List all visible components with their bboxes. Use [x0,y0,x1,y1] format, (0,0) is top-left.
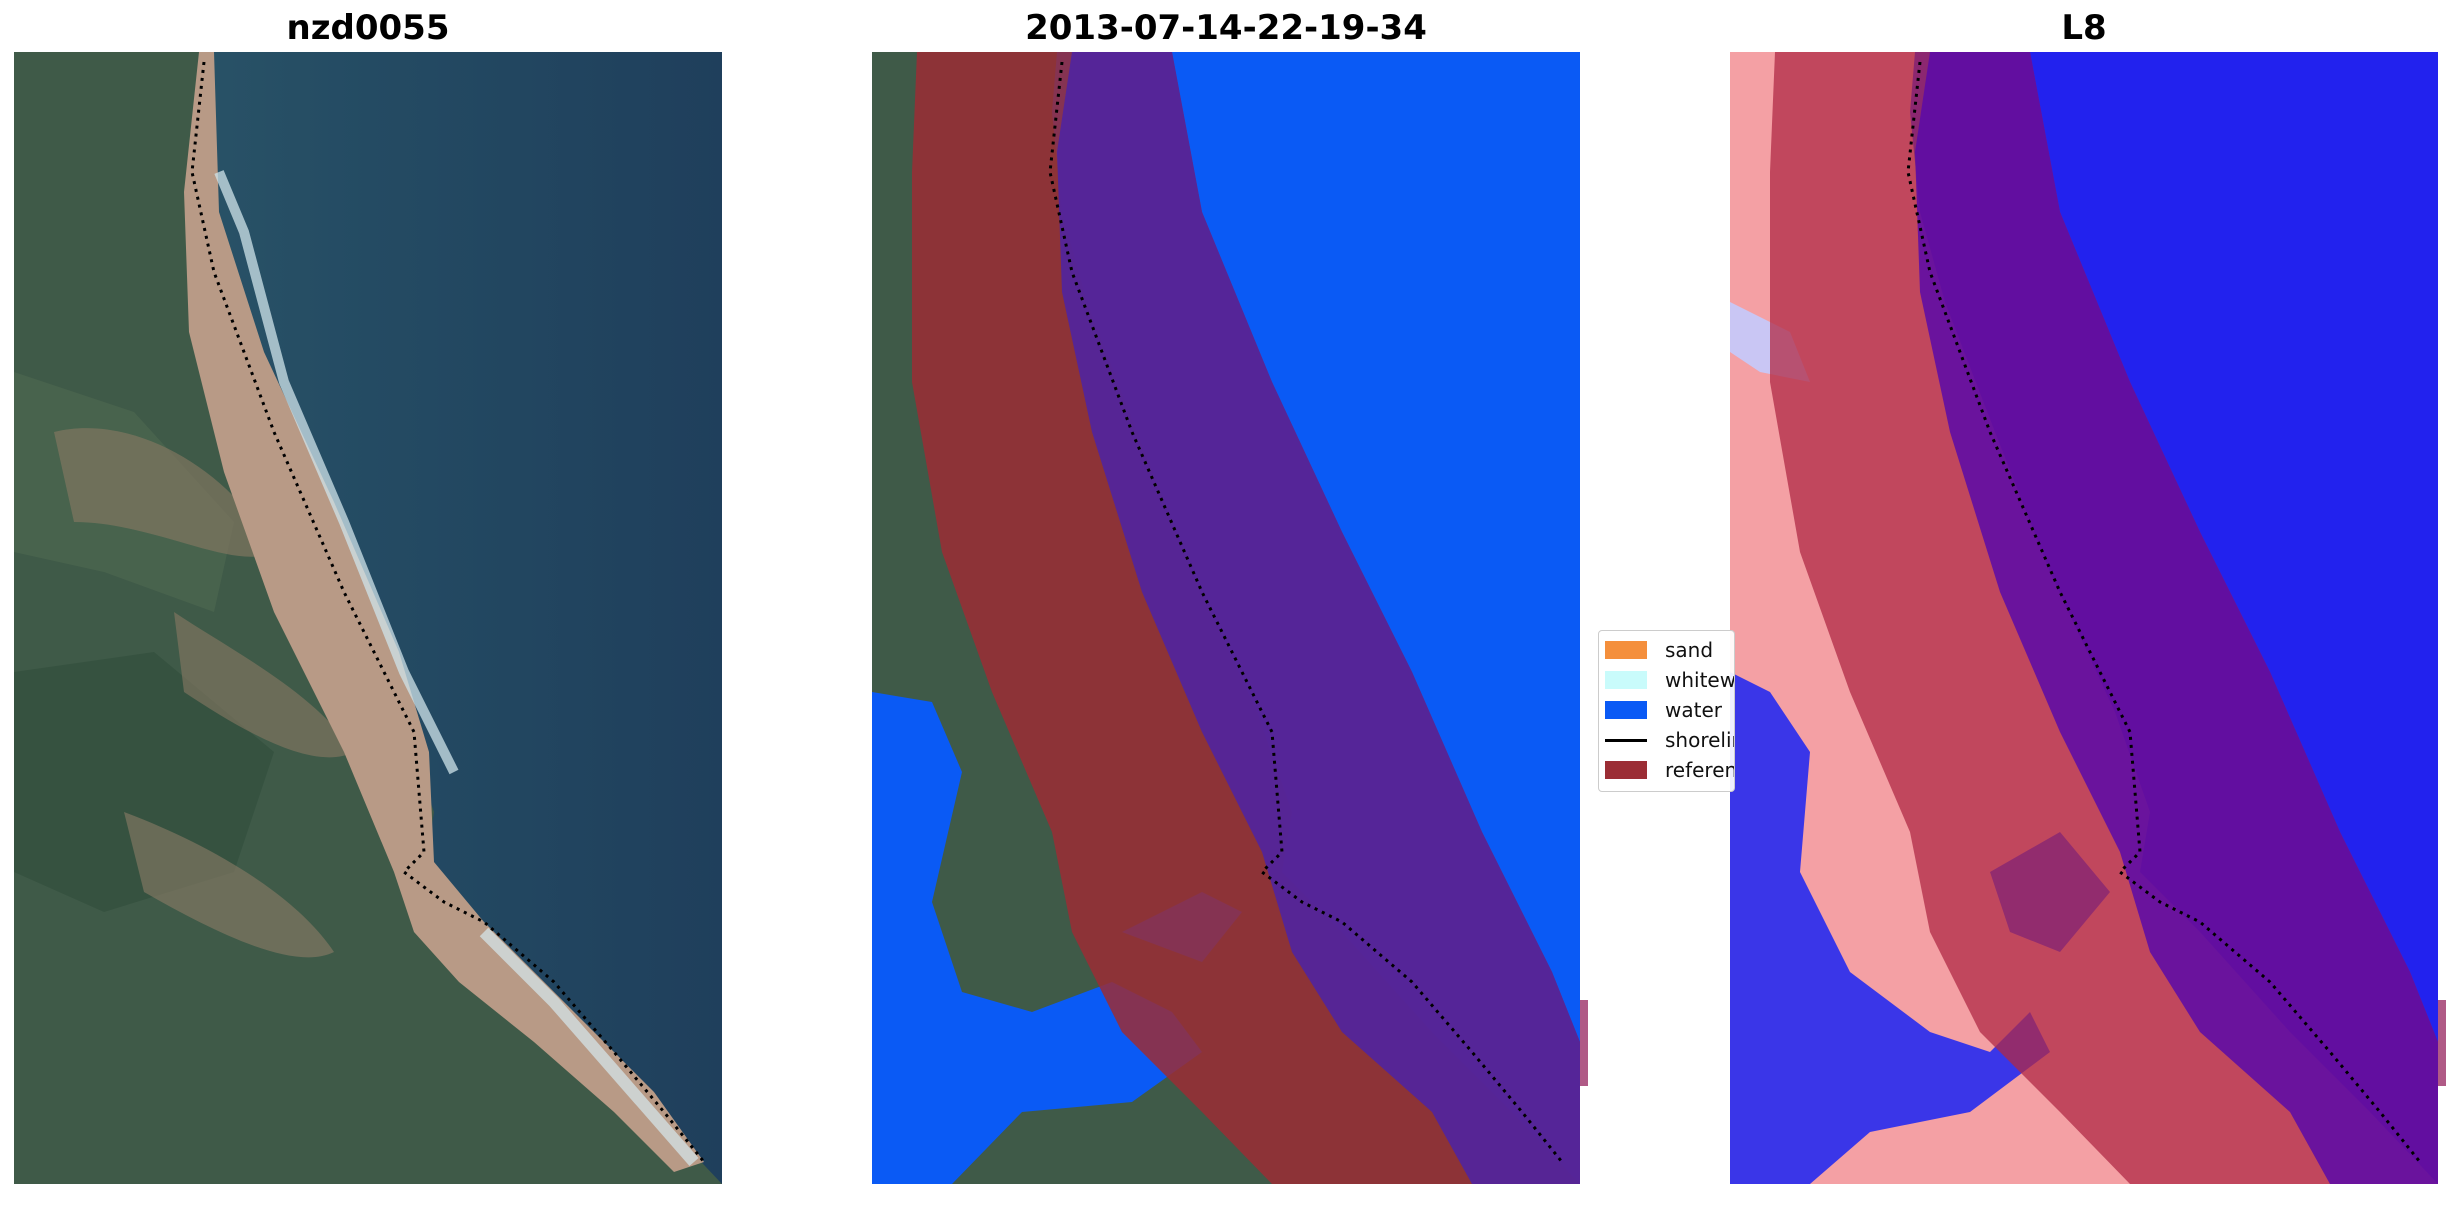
legend-item-water: water [1605,697,1722,723]
buffer-edge-mark-classified [1580,1000,1588,1086]
legend-label-shoreline: shoreline [1665,728,1734,752]
legend-item-whitewater: whitewater [1605,667,1735,693]
legend-swatch-whitewater [1605,671,1647,689]
rgb-image [14,52,722,1184]
panel-title-rgb: nzd0055 [286,8,450,48]
buffer-edge-mark-index [2438,1000,2446,1086]
legend-label-water: water [1665,698,1722,722]
legend-swatch-water [1605,701,1647,719]
legend-swatch-reference-buffer [1605,761,1647,779]
legend-label-sand: sand [1665,638,1714,662]
legend-item-shoreline: shoreline [1605,727,1734,753]
classified-image-panel [872,52,1580,1184]
panel-title-index: L8 [2061,8,2107,48]
index-image-panel [1730,52,2438,1184]
legend: sand whitewater water shoreline referenc… [1598,630,1735,792]
rgb-image-panel [14,52,722,1184]
legend-label-reference-buffer: reference shoreline buffer [1665,758,1734,782]
legend-item-reference-buffer: reference shoreline buffer [1605,757,1734,783]
legend-item-sand: sand [1605,637,1713,663]
classified-image [872,52,1580,1184]
panel-title-classified: 2013-07-14-22-19-34 [1025,8,1427,48]
legend-label-whitewater: whitewater [1665,668,1735,692]
legend-swatch-sand [1605,641,1647,659]
index-image [1730,52,2438,1184]
legend-line-shoreline [1605,738,1647,742]
